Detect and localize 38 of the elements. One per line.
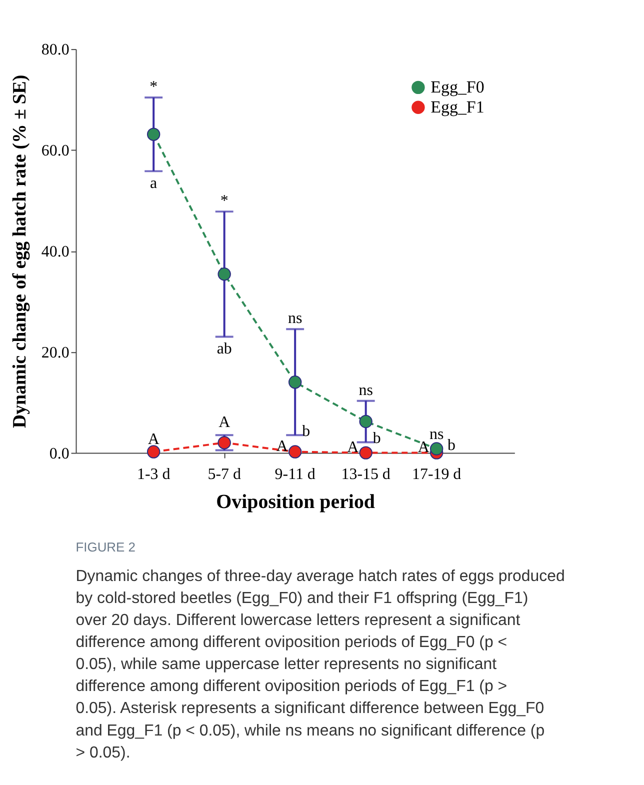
annotation: a <box>150 175 158 192</box>
point <box>146 128 160 141</box>
x-tick-label: 13-15 d <box>341 466 390 484</box>
annotation: ns <box>429 426 444 443</box>
y-tick-label: 40.0 <box>41 243 70 260</box>
annotation: * <box>220 192 228 210</box>
annotation: * <box>150 78 158 96</box>
y-tick-label: 0.0 <box>49 445 70 462</box>
y-tick-label: 80.0 <box>41 42 70 59</box>
annotation: b <box>448 436 456 454</box>
x-tick-label: 9-11 d <box>274 466 316 484</box>
legend-label: Egg_F0 <box>430 77 484 96</box>
text: Dynamic changes of three-day average hatch rates of eggs produced by cold-stored beetles (Egg_F0) and their F1 offspring (Egg_F1) over 20 days. Different lowercase letters represent a significant difference among different oviposition periods of Egg_F0 (p < 0.05), while same uppercase letter represents no significant difference among different oviposition periods of Egg_F1 (p > 0.05). Asterisk represents a significant difference between Egg_F0 and Egg_F1 (p < 0.05), while ns means no significant difference (p > 0.05). <box>76 568 565 762</box>
x-tick-label: 5-7 d <box>208 466 241 484</box>
annotation: ns <box>358 382 373 399</box>
annotation: b <box>372 430 381 448</box>
point <box>288 376 302 389</box>
legend-label: Egg_F1 <box>430 97 484 116</box>
y-axis-title: Dynamic change of egg hatch rate (% ± SE) <box>9 74 30 428</box>
point <box>218 268 231 281</box>
point <box>359 414 372 428</box>
point <box>146 445 160 458</box>
annotation: b <box>302 423 310 440</box>
y-tick-label: 60.0 <box>41 142 70 160</box>
point <box>430 442 444 456</box>
annotation: A <box>347 438 360 456</box>
annotation: A <box>218 414 231 432</box>
caption: FIGURE 2 <box>76 539 136 554</box>
x-tick-label: 1-3 d <box>136 466 170 484</box>
point <box>288 445 302 458</box>
annotation: ab <box>216 340 232 358</box>
y-tick-label: 20.0 <box>41 344 70 362</box>
x-tick-label: 17-19 d <box>412 466 462 484</box>
annotation: A <box>418 438 430 456</box>
annotation: A <box>148 430 160 448</box>
x-axis-title: Oviposition period <box>216 491 376 514</box>
point <box>359 446 372 460</box>
annotation: ns <box>288 310 302 328</box>
